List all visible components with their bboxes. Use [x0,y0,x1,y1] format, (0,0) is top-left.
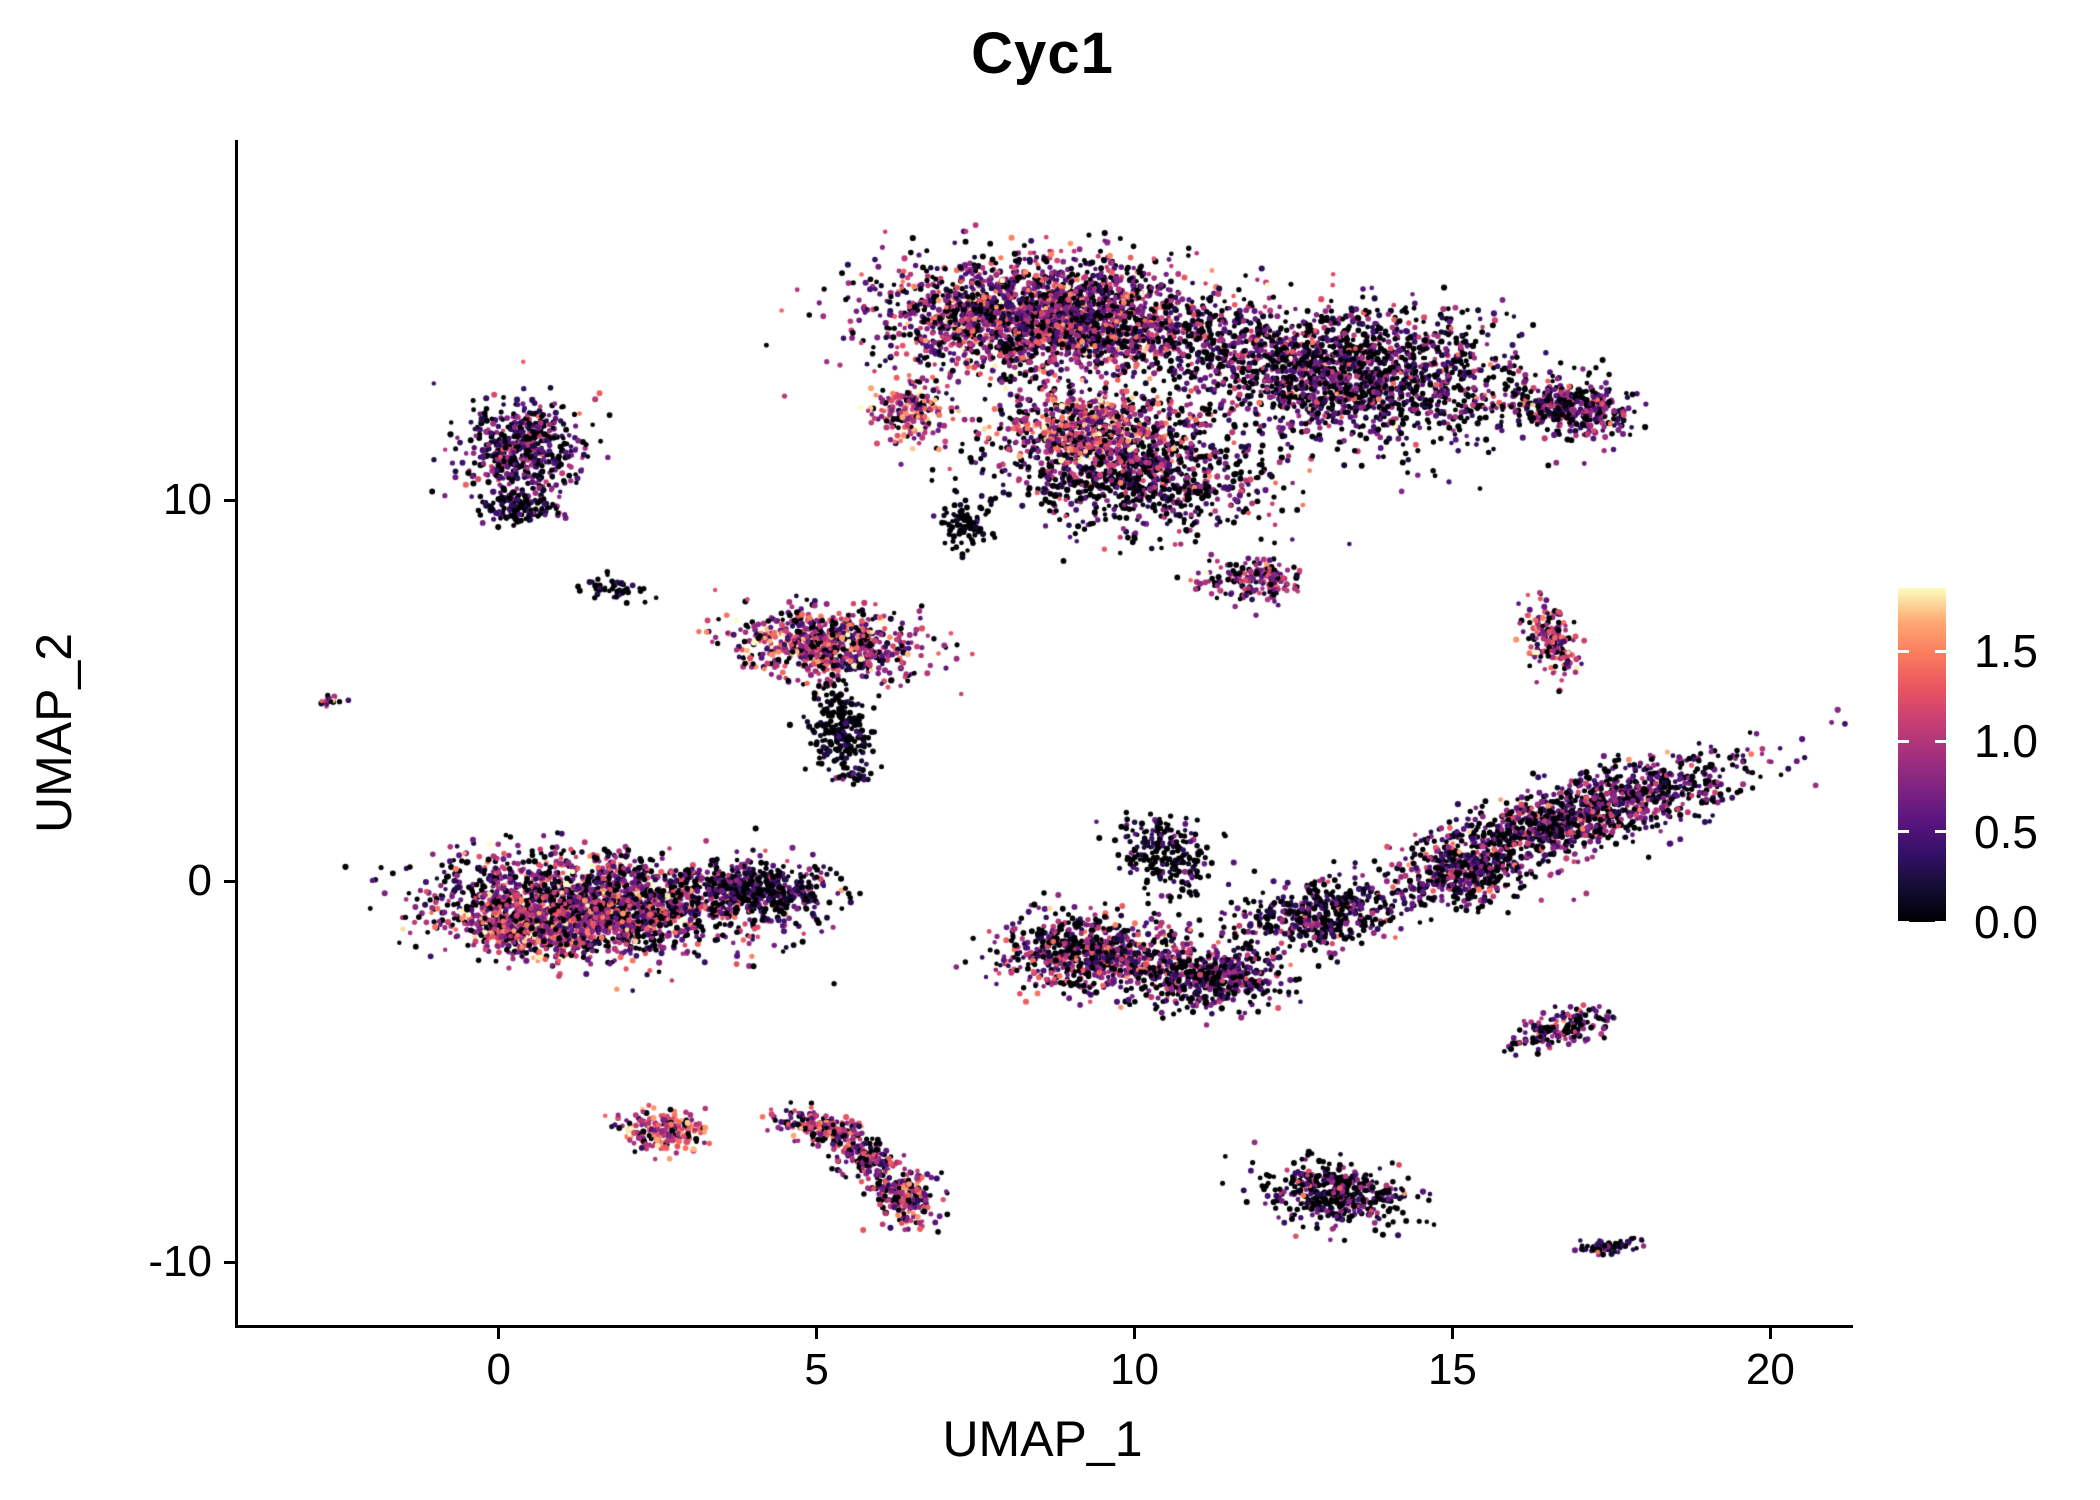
colorbar-tick [1935,920,1946,924]
colorbar-tick-label: 1.5 [1974,625,2038,678]
colorbar: 0.0 0.5 1.0 1.5 [1898,588,2038,948]
y-axis-label-wrap: UMAP_2 [14,140,94,1325]
x-tick [1768,1325,1772,1339]
y-tick [224,498,238,502]
x-tick-label: 20 [1745,1345,1795,1394]
y-tick-label: 10 [163,475,212,525]
colorbar-tick-label: 0.5 [1974,805,2038,858]
plot-title: Cyc1 [971,21,1114,86]
y-tick-label: 0 [187,856,212,906]
colorbar-tick [1935,739,1946,743]
umap-points-canvas [238,140,1853,1325]
colorbar-tick [1898,920,1909,924]
plot-area: 0 5 10 15 20 -10 0 10 [148,140,1853,1394]
y-axis-label: UMAP_2 [26,632,83,833]
x-tick [1450,1325,1454,1339]
colorbar-tick [1898,739,1909,743]
x-tick-label: 10 [1110,1345,1159,1394]
colorbar-tick-label: 1.0 [1974,715,2038,768]
colorbar-gradient [1898,588,1946,922]
x-tick-label: 0 [486,1345,511,1394]
y-tick [224,879,238,883]
x-tick [815,1325,819,1339]
colorbar-tick [1935,649,1946,653]
x-tick [497,1325,501,1339]
x-tick [1133,1325,1137,1339]
colorbar-tick [1898,830,1909,834]
y-tick-label: -10 [148,1237,212,1287]
x-tick-label: 5 [804,1345,829,1394]
colorbar-tick-label: 0.0 [1974,896,2038,948]
y-tick [224,1260,238,1264]
colorbar-tick [1898,649,1909,653]
colorbar-tick [1935,830,1946,834]
x-axis-label: UMAP_1 [942,1411,1143,1467]
x-tick-label: 15 [1427,1345,1477,1394]
